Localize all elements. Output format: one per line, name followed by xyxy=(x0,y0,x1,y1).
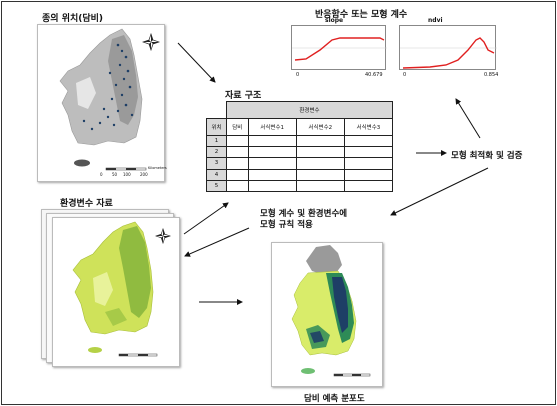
north-arrow-icon xyxy=(142,33,160,51)
scale-tick-200: 200 xyxy=(140,172,148,177)
arrow-optimization-to-apply xyxy=(390,167,489,216)
scale-bar xyxy=(118,353,158,357)
slope-response-curve xyxy=(294,37,385,61)
scale-tick-100: 100 xyxy=(123,172,131,177)
apply-label-line2: 모형 규칙 적용 xyxy=(260,220,313,230)
table-row-label: 3 xyxy=(206,157,227,170)
jeju-island xyxy=(301,368,315,374)
scale-tick-0: 0 xyxy=(100,172,103,177)
plot-title-ndvi: ndvi xyxy=(428,17,443,24)
occurrence-title: 종의 위치(담비) xyxy=(42,14,104,24)
table-row-label: 1 xyxy=(206,134,227,148)
table-row-header: 위치 xyxy=(206,118,227,136)
mountain-ridge-shape xyxy=(108,35,138,125)
south-high-zone xyxy=(310,331,324,343)
occurrence-points xyxy=(82,43,134,131)
occurrence-map: 0 50 100 200 Kilometers xyxy=(37,24,167,182)
lowland-shape xyxy=(76,77,96,109)
ndvi-xmin: 0 xyxy=(403,72,407,78)
slope-xmax: 40.679 xyxy=(365,72,383,78)
slope-xmin: 0 xyxy=(296,72,300,78)
arrow-env-to-table xyxy=(183,202,229,235)
high-ndvi-zone xyxy=(119,226,151,318)
jeju-island xyxy=(88,347,102,353)
north-arrow-icon xyxy=(155,228,171,244)
apply-label-line1: 모형 계수 및 환경변수에 xyxy=(260,209,348,219)
ndvi-response-curve xyxy=(402,37,495,69)
table-row-label: 5 xyxy=(206,179,227,193)
env-layer-front xyxy=(52,217,180,367)
low-ndvi-zone xyxy=(93,272,113,306)
north-terrain-shape xyxy=(306,245,342,275)
table-row-label: 2 xyxy=(206,146,227,159)
env-title: 환경변수 자료 xyxy=(60,199,113,209)
data-structure-table: 환경변수 위치 담비 서식변수1 서식변수2 서식변수3 1 2 3 4 5 xyxy=(206,101,394,193)
scale-bar xyxy=(333,373,371,377)
response-title: 반응함수 또는 모형 계수 xyxy=(315,10,408,20)
jeju-island xyxy=(74,159,90,167)
ndvi-xmax: 0.854 xyxy=(484,72,499,78)
prediction-title: 담비 예측 분포도 xyxy=(304,394,365,404)
prediction-map xyxy=(271,242,383,387)
scale-bar xyxy=(105,167,147,171)
arrow-apply-to-env xyxy=(184,227,250,257)
table-group-header: 환경변수 xyxy=(226,101,393,119)
table-title: 자료 구조 xyxy=(225,91,262,101)
response-plot-slope xyxy=(291,25,387,70)
optimization-label: 모형 최적화 및 검증 xyxy=(451,151,523,161)
mid-ndvi-zone xyxy=(105,308,127,326)
high-suitability-zone xyxy=(332,277,348,333)
response-plot-ndvi xyxy=(399,25,497,70)
arrow-occurrence-to-table xyxy=(177,42,216,83)
scale-tick-50: 50 xyxy=(112,172,118,177)
arrow-optimization-to-response xyxy=(455,98,481,139)
plot-title-slope: slope xyxy=(325,17,344,24)
scale-unit: Kilometers xyxy=(148,166,167,170)
